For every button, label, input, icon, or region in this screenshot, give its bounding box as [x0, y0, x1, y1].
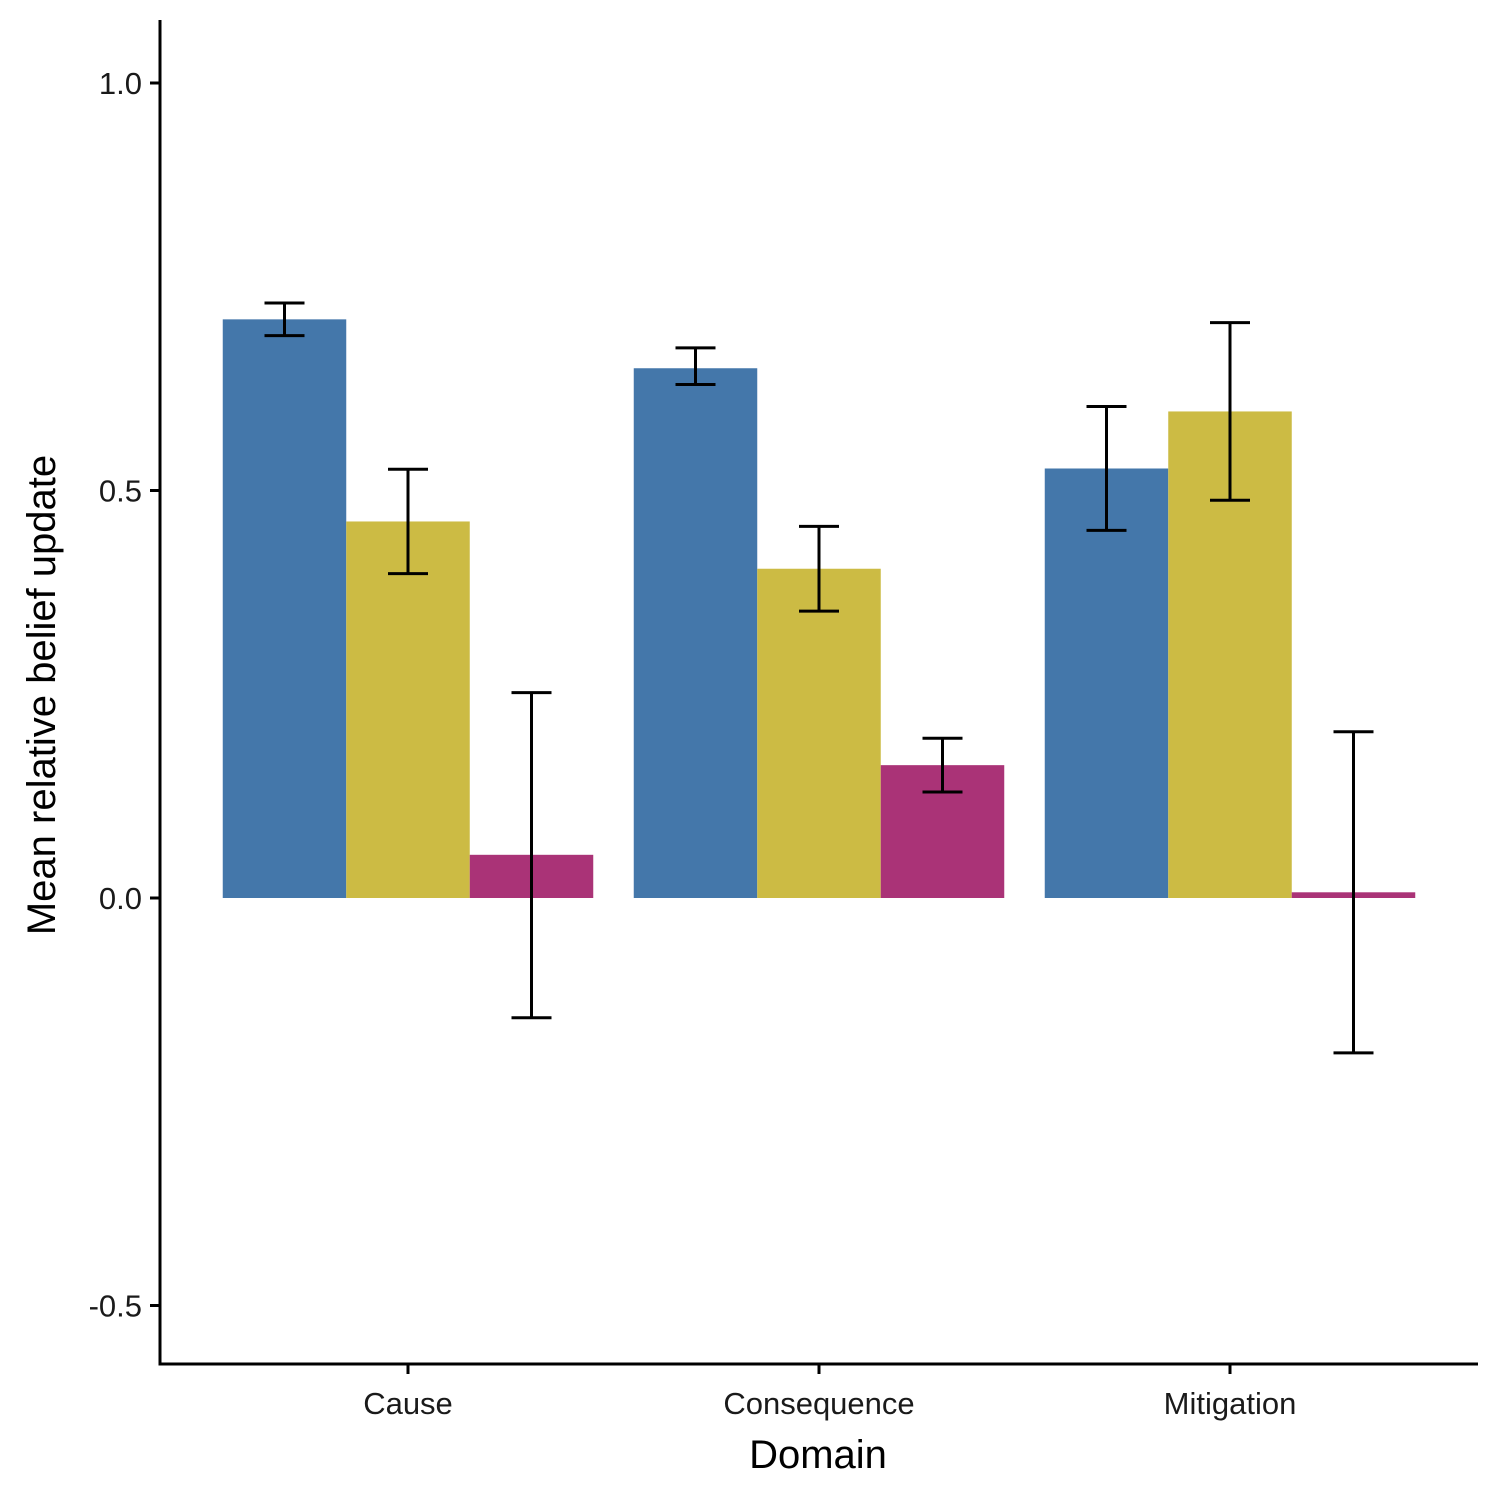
- y-axis-title: Mean relative belief update: [20, 455, 64, 935]
- bars-layer: [222, 319, 1416, 899]
- bar-consequence-series-2: [757, 568, 881, 898]
- error-bar-consequence-series-1: [675, 346, 716, 387]
- x-tick-label-mitigation: Mitigation: [1164, 1386, 1297, 1421]
- error-bars-layer: [264, 301, 1374, 1055]
- bar-cause-series-1: [222, 319, 347, 899]
- error-bar-cause-series-3: [511, 691, 552, 1020]
- error-bar-consequence-series-3: [922, 736, 963, 794]
- bar-consequence-series-1: [633, 368, 758, 898]
- x-tick-label-cause: Cause: [363, 1386, 453, 1421]
- error-bar-cause-series-2: [388, 467, 428, 576]
- axes-layer: -0.5 0.0 0.5 1.0 Cause Consequence Mitigation: [89, 20, 1478, 1421]
- error-bar-mitigation-series-1: [1086, 405, 1127, 532]
- error-bar-mitigation-series-2: [1210, 321, 1250, 502]
- x-tick-label-consequence: Consequence: [723, 1386, 914, 1421]
- bar-cause-series-2: [346, 521, 470, 898]
- bar-mitigation-series-1: [1044, 468, 1169, 898]
- y-tick-label: -0.5: [89, 1289, 142, 1324]
- error-bar-mitigation-series-3: [1333, 730, 1374, 1055]
- x-axis-title: Domain: [749, 1433, 887, 1477]
- y-tick-label: 1.0: [99, 66, 142, 101]
- error-bar-cause-series-1: [264, 301, 305, 338]
- y-tick-label: 0.5: [99, 474, 142, 509]
- error-bar-consequence-series-2: [799, 524, 839, 613]
- y-tick-label: 0.0: [99, 881, 142, 916]
